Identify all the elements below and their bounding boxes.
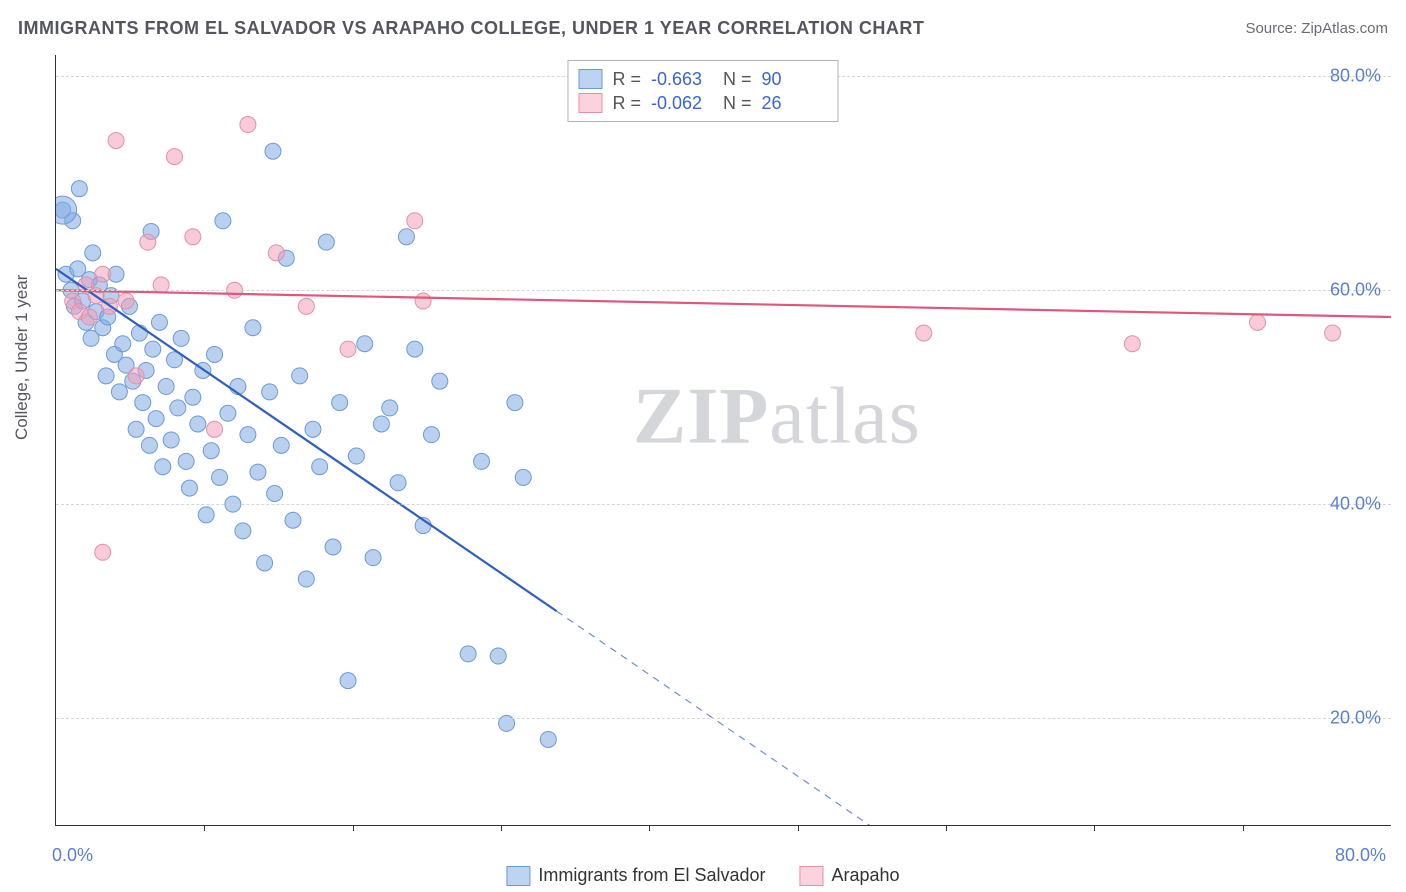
r-label: R = [612,91,641,115]
x-tick-mark [798,825,799,831]
legend-swatch [578,93,602,113]
y-tick-label: 80.0% [1330,66,1381,87]
x-tick-mark [1094,825,1095,831]
y-axis-title: College, Under 1 year [12,275,32,440]
y-tick-label: 20.0% [1330,708,1381,729]
x-tick-mark [353,825,354,831]
chart-title: IMMIGRANTS FROM EL SALVADOR VS ARAPAHO C… [18,18,924,39]
legend-swatch [800,866,824,886]
source-attribution: Source: ZipAtlas.com [1245,20,1388,37]
gridline-h [56,718,1391,719]
x-tick-0: 0.0% [52,845,93,866]
plot-area: ZIPatlas 20.0%40.0%60.0%80.0% [55,55,1391,826]
legend-correlation-stats: R = -0.663 N = 90 R = -0.062 N = 26 [567,60,838,122]
x-tick-mark [501,825,502,831]
legend-item-label: Arapaho [832,865,900,886]
x-tick-80: 80.0% [1335,845,1386,866]
gridline-h [56,504,1391,505]
legend-item: Immigrants from El Salvador [506,865,765,886]
legend-series: Immigrants from El Salvador Arapaho [506,865,899,886]
x-tick-mark [946,825,947,831]
x-tick-mark [649,825,650,831]
legend-swatch [506,866,530,886]
y-tick-label: 60.0% [1330,280,1381,301]
legend-item-label: Immigrants from El Salvador [538,865,765,886]
gridline-h [56,290,1391,291]
legend-swatch [578,69,602,89]
x-tick-mark [204,825,205,831]
n-value: 90 [762,67,824,91]
legend-item: Arapaho [800,865,900,886]
n-label: N = [723,91,752,115]
n-value: 26 [762,91,824,115]
legend-stat-row: R = -0.062 N = 26 [578,91,823,115]
scatter-chart-svg [56,55,1391,825]
legend-stat-row: R = -0.663 N = 90 [578,67,823,91]
n-label: N = [723,67,752,91]
x-tick-mark [1243,825,1244,831]
r-value: -0.062 [651,91,713,115]
r-value: -0.663 [651,67,713,91]
y-tick-label: 40.0% [1330,494,1381,515]
r-label: R = [612,67,641,91]
